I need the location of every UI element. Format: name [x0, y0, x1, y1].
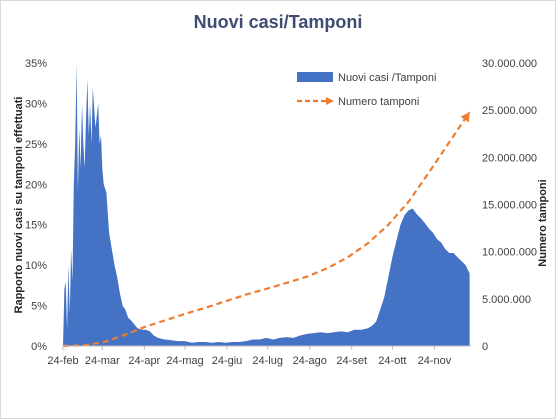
area-series-casi-tamponi	[63, 63, 470, 346]
chart-title: Nuovi casi/Tamponi	[194, 12, 363, 32]
y-right-tick-label: 20.000.000	[482, 152, 537, 164]
y-right-tick-label: 5.000.000	[482, 294, 531, 306]
plot-area	[62, 63, 471, 348]
x-tick-label: 24-set	[336, 355, 367, 367]
y-left-tick-label: 30%	[25, 98, 47, 110]
y-right-tick-label: 25.000.000	[482, 105, 537, 117]
legend-arrow-icon	[326, 97, 334, 105]
y-left-tick-label: 10%	[25, 260, 47, 272]
y-right-tick-label: 30.000.000	[482, 58, 537, 70]
y-left-tick-label: 35%	[25, 58, 47, 70]
x-tick-label: 24-mag	[166, 355, 203, 367]
x-tick-label: 24-mar	[85, 355, 120, 367]
x-tick-label: 24-feb	[47, 355, 78, 367]
x-tick-label: 24-giu	[212, 355, 243, 367]
x-tick-label: 24-nov	[418, 355, 452, 367]
y-left-tick-label: 20%	[25, 179, 47, 191]
y-left-tick-label: 0%	[31, 341, 47, 353]
legend-label-line: Numero tamponi	[338, 96, 419, 108]
x-tick-label: 24-ott	[378, 355, 406, 367]
right-axis-title: Numero tamponi	[537, 179, 549, 266]
axes: 24-feb 24-mar 24-apr 24-mag 24-giu 24-lug 24-a…	[25, 58, 537, 367]
legend-swatch-area	[297, 72, 333, 82]
legend: Nuovi casi /Tamponi Numero tamponi	[297, 72, 436, 108]
y-right-tick-label: 10.000.000	[482, 247, 537, 259]
y-right-tick-label: 0	[482, 341, 488, 353]
legend-label-area: Nuovi casi /Tamponi	[338, 72, 436, 84]
y-right-tick-label: 15.000.000	[482, 200, 537, 212]
line-series-numero-tamponi	[62, 111, 471, 348]
y-left-tick-label: 5%	[31, 301, 47, 313]
x-tick-label: 24-apr	[128, 355, 160, 367]
line-arrow-head	[460, 112, 470, 123]
x-tick-label: 24-ago	[293, 355, 327, 367]
left-axis-title: Rapporto nuovi casi su tamponi effettuat…	[13, 97, 25, 314]
x-tick-label: 24-lug	[252, 355, 283, 367]
y-left-tick-label: 15%	[25, 220, 47, 232]
y-left-tick-label: 25%	[25, 139, 47, 151]
